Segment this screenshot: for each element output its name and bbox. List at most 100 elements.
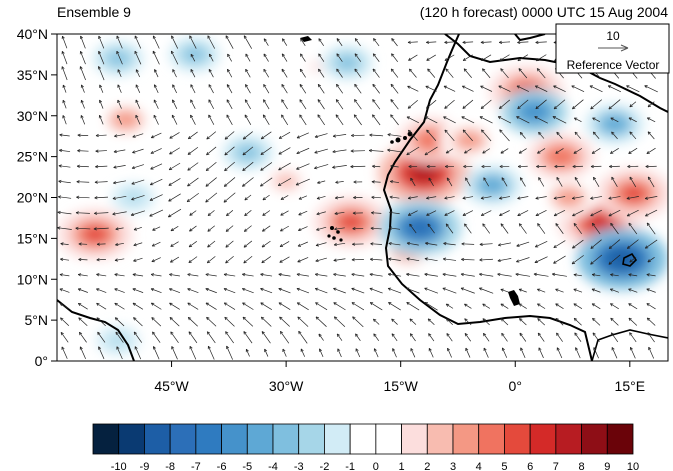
wind-vector xyxy=(388,257,401,261)
wind-vector xyxy=(610,303,619,310)
anomaly-region xyxy=(110,335,126,346)
wind-vector xyxy=(187,177,199,187)
wind-vector xyxy=(626,85,640,93)
wind-vector xyxy=(135,84,141,93)
y-tick-label: 30°N xyxy=(17,108,48,124)
reference-vector-magnitude: 10 xyxy=(606,29,620,43)
wind-vector xyxy=(151,241,161,247)
wind-vector xyxy=(278,287,291,294)
wind-vector xyxy=(536,68,546,79)
wind-vector xyxy=(316,211,326,216)
iberia-coast xyxy=(444,34,668,113)
wind-vector xyxy=(134,50,142,65)
wind-vector xyxy=(135,114,141,125)
wind-vector xyxy=(149,194,163,201)
wind-vector xyxy=(352,316,364,328)
wind-vector xyxy=(609,164,620,169)
wind-vector xyxy=(226,99,233,110)
wind-vector xyxy=(315,302,328,311)
wind-vector xyxy=(151,257,161,263)
y-tick-label: 10°N xyxy=(17,271,48,287)
wind-vector xyxy=(426,196,437,200)
wind-vector xyxy=(426,129,437,141)
wind-vector xyxy=(406,257,420,262)
wind-vector xyxy=(223,287,236,294)
colorbar-swatch xyxy=(555,423,582,455)
wind-vector xyxy=(517,164,528,169)
wind-vector xyxy=(592,131,600,139)
wind-vector xyxy=(443,85,456,92)
wind-vector xyxy=(516,85,529,92)
wind-vector xyxy=(445,68,454,78)
wind-vector xyxy=(608,239,621,249)
wind-vector xyxy=(354,68,362,78)
anomaly-region xyxy=(620,184,647,203)
wind-vector xyxy=(443,116,456,124)
wind-vector xyxy=(98,346,105,360)
wind-vector xyxy=(444,54,455,61)
wind-vector xyxy=(94,211,109,215)
wind-vector xyxy=(535,196,547,200)
wind-vector xyxy=(353,195,363,200)
wind-vector xyxy=(575,347,581,359)
anomaly-region xyxy=(584,212,614,232)
wind-vector xyxy=(130,210,145,217)
wind-vector xyxy=(591,222,601,235)
wind-vector xyxy=(369,272,383,277)
wind-vector xyxy=(262,194,270,201)
wind-vector xyxy=(516,241,530,247)
wind-vector xyxy=(187,131,198,140)
wind-vector xyxy=(462,54,473,61)
wind-vector xyxy=(298,226,308,232)
colorbar-label: -9 xyxy=(140,461,150,471)
wind-vector xyxy=(133,317,143,327)
wind-vector xyxy=(500,68,509,79)
anomaly-region xyxy=(115,112,137,127)
wind-vector xyxy=(333,287,346,294)
wind-vector xyxy=(280,225,290,232)
wind-vector xyxy=(555,223,564,234)
wind-vector xyxy=(607,85,622,93)
wind-vector xyxy=(172,99,178,109)
wind-vector xyxy=(206,316,217,327)
wind-vector xyxy=(355,348,361,358)
wind-vector xyxy=(628,288,638,293)
reference-vector-label: Reference Vector xyxy=(567,58,660,72)
colorbar-label: 1 xyxy=(399,461,405,471)
wind-vector xyxy=(226,84,233,94)
wind-vector xyxy=(169,147,180,155)
wind-vector xyxy=(244,194,252,201)
colorbar-label: -2 xyxy=(320,461,330,471)
wind-vector xyxy=(500,288,509,293)
wind-vector xyxy=(98,35,105,49)
wind-vector xyxy=(59,273,70,277)
wind-vector xyxy=(555,288,564,293)
wind-vector xyxy=(388,302,401,311)
wind-vector xyxy=(333,242,346,247)
wind-vector xyxy=(243,35,252,49)
wind-vector xyxy=(242,131,253,140)
wind-vector xyxy=(501,347,508,358)
wind-vector xyxy=(611,347,618,359)
wind-vector xyxy=(499,99,510,110)
wind-vector xyxy=(352,227,364,231)
wind-vector xyxy=(644,239,658,249)
wind-vector xyxy=(225,331,234,344)
wind-vector xyxy=(644,85,658,93)
colorbar-swatch xyxy=(349,423,377,455)
wind-vector xyxy=(260,162,273,171)
wind-vector xyxy=(479,116,493,124)
wind-vector xyxy=(556,177,563,187)
wind-vector xyxy=(647,257,655,263)
wind-vector xyxy=(534,85,548,92)
wind-vector xyxy=(154,69,159,78)
wind-vector xyxy=(406,302,420,311)
wind-vector xyxy=(99,99,104,109)
wind-vector xyxy=(517,40,529,44)
wind-vector xyxy=(243,240,253,248)
wind-vector xyxy=(208,99,215,110)
wind-vector xyxy=(428,333,435,342)
wind-vector xyxy=(464,303,472,309)
wind-vector xyxy=(645,209,658,217)
wind-vector xyxy=(571,255,584,265)
